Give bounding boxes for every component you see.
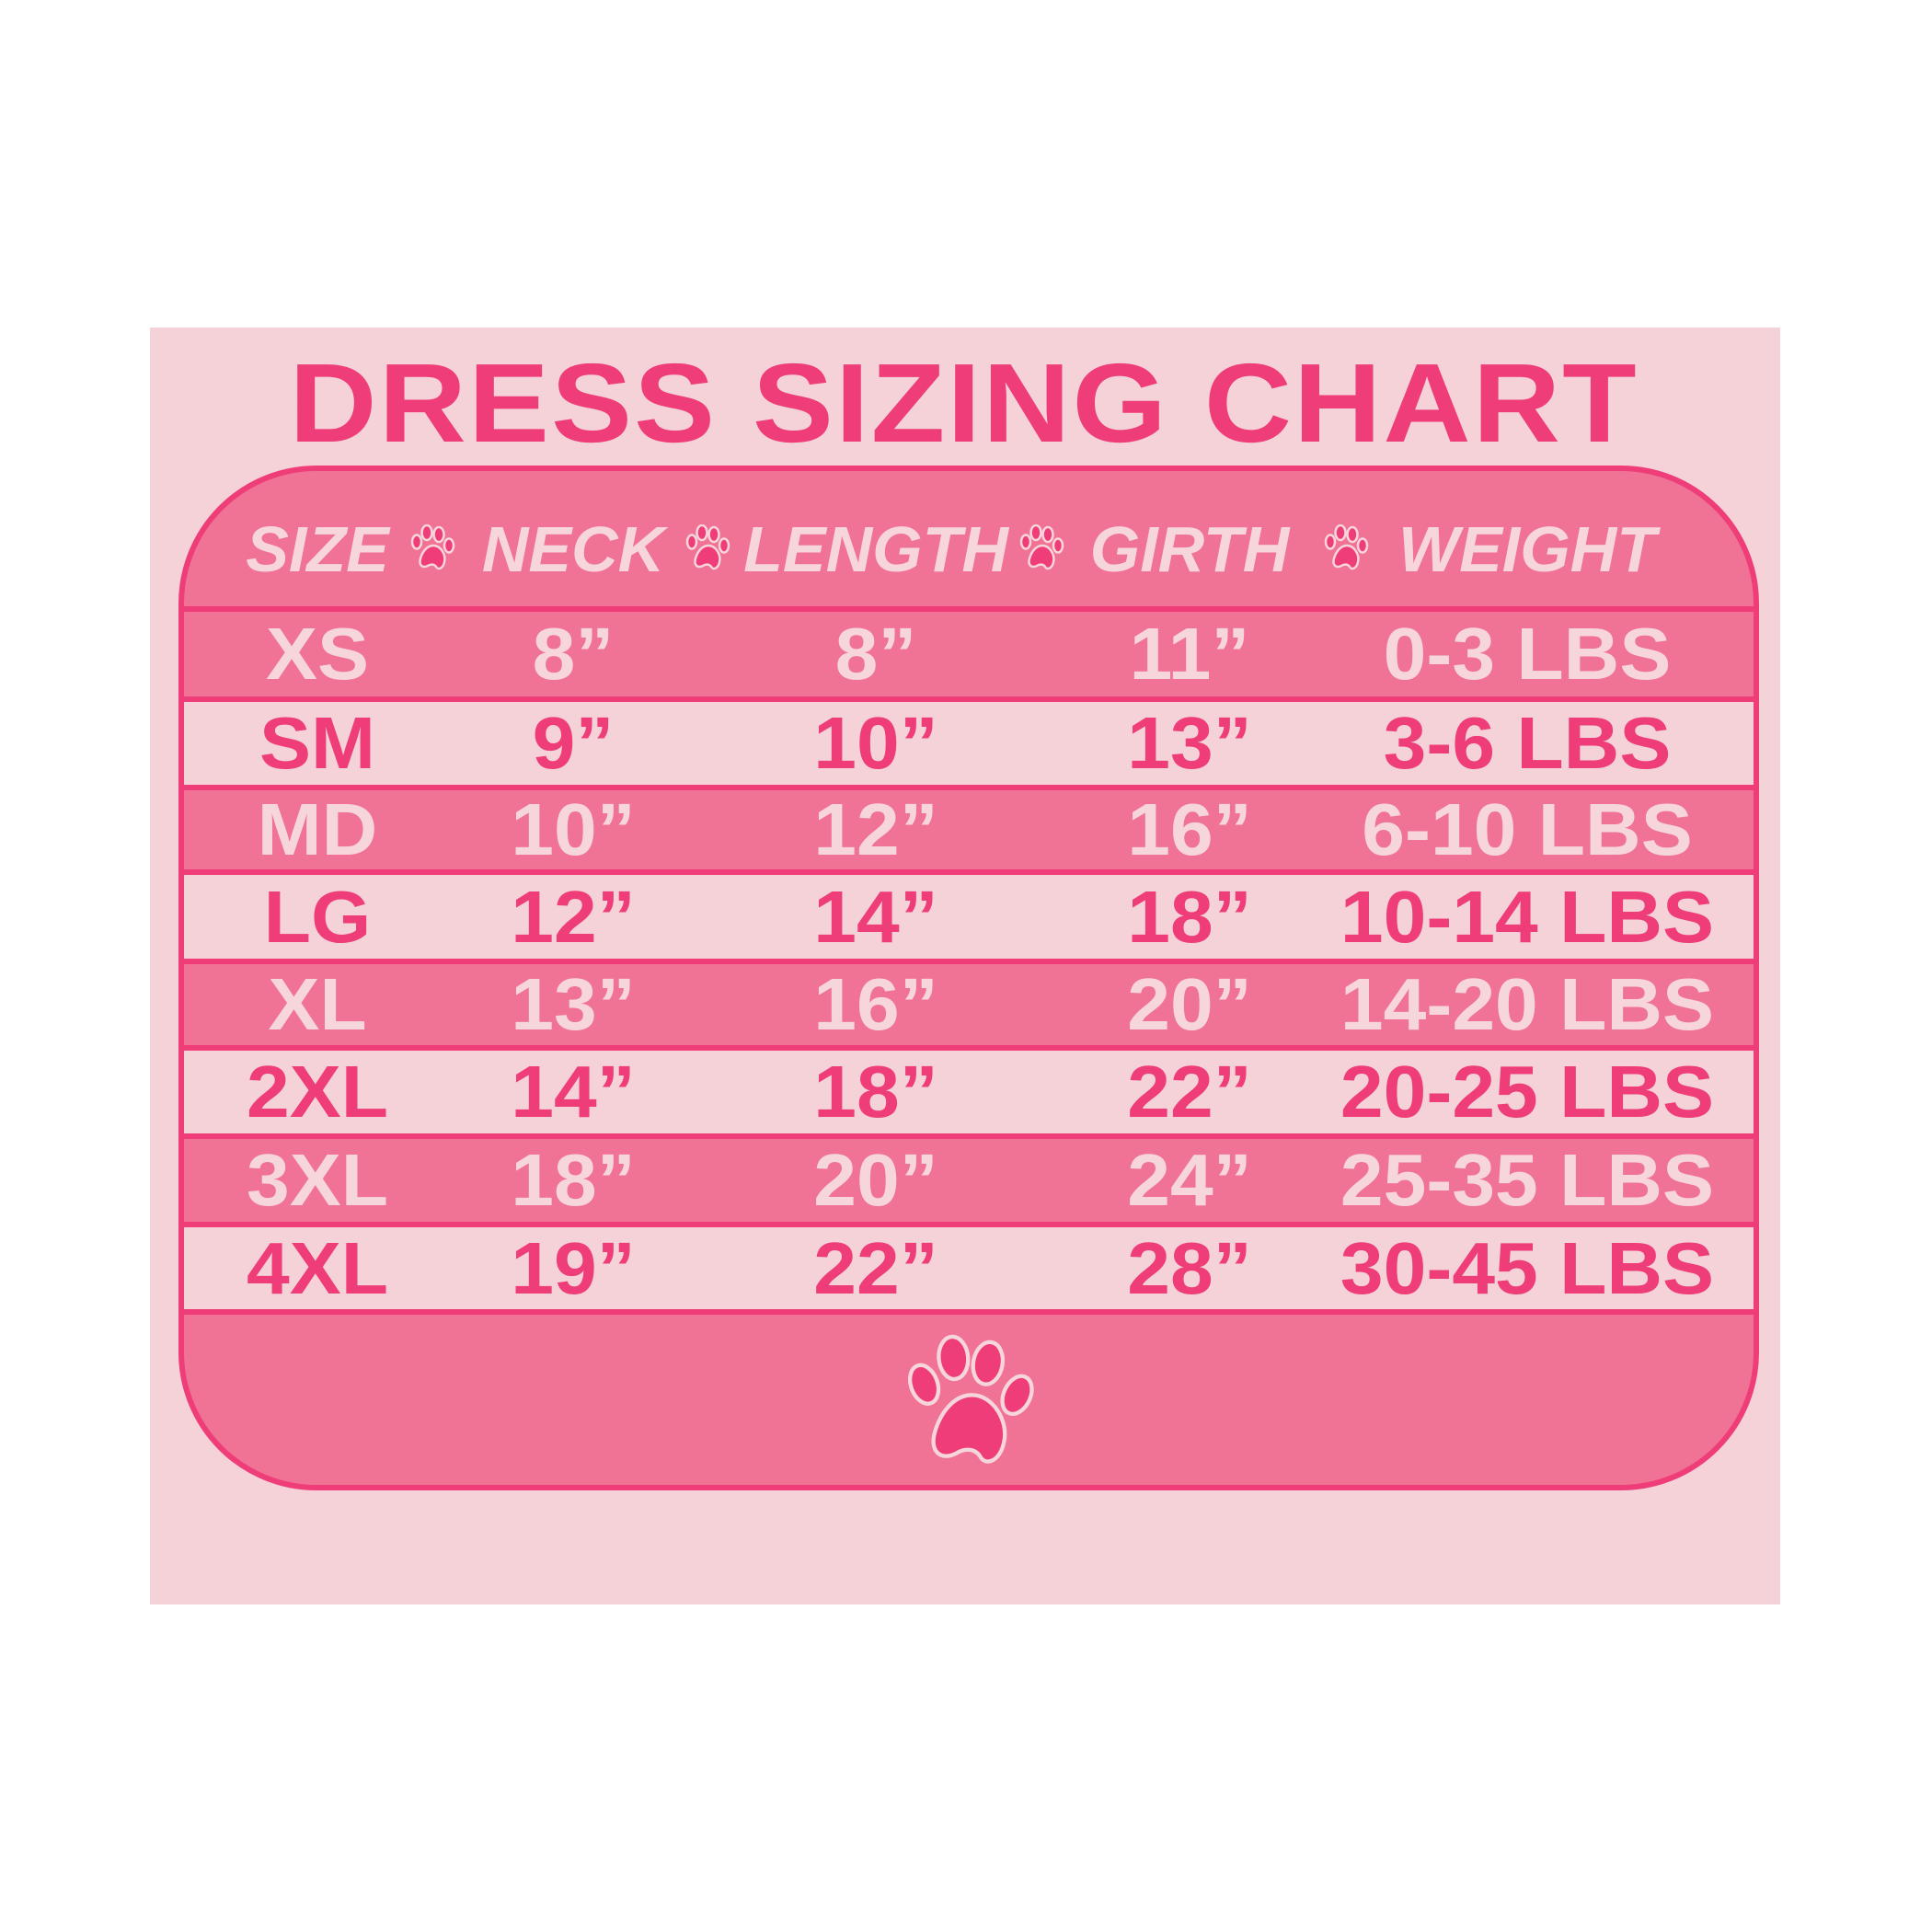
- table-row: XL 13” 16” 20” 14-20 LBS: [184, 959, 1754, 1045]
- cell-length: 16”: [813, 963, 938, 1045]
- cell-neck: 14”: [511, 1051, 636, 1133]
- cell-neck: 12”: [511, 875, 636, 958]
- cell-weight: 0-3 LBS: [1383, 613, 1672, 695]
- cell-girth: 22”: [1127, 1051, 1252, 1133]
- table-row: 3XL 18” 20” 24” 25-35 LBS: [184, 1133, 1754, 1222]
- cell-length: 18”: [813, 1051, 938, 1133]
- cell-length: 12”: [813, 788, 938, 870]
- cell-weight: 3-6 LBS: [1383, 702, 1672, 784]
- cell-neck: 10”: [511, 788, 636, 870]
- cell-length: 10”: [813, 702, 938, 784]
- cell-girth: 18”: [1127, 875, 1252, 958]
- cell-size: MD: [257, 788, 378, 870]
- cell-neck: 19”: [511, 1226, 636, 1309]
- paw-print-icon: [1019, 524, 1064, 570]
- column-header-girth: GIRTH: [1089, 513, 1290, 585]
- table-row: SM 9” 10” 13” 3-6 LBS: [184, 696, 1754, 785]
- cell-size: LG: [263, 875, 372, 958]
- cell-size: SM: [259, 702, 375, 784]
- cell-neck: 18”: [511, 1139, 636, 1221]
- cell-girth: 20”: [1127, 963, 1252, 1045]
- cell-neck: 9”: [532, 702, 615, 784]
- paw-print-icon: [410, 524, 455, 570]
- column-header-size: SIZE: [246, 513, 389, 585]
- cell-weight: 6-10 LBS: [1362, 788, 1693, 870]
- cell-size: XL: [268, 963, 367, 1045]
- paw-print-icon: [907, 1334, 1034, 1464]
- cell-girth: 16”: [1127, 788, 1252, 870]
- table-row: 2XL 14” 18” 22” 20-25 LBS: [184, 1045, 1754, 1133]
- cell-neck: 8”: [532, 613, 615, 695]
- cell-girth: 24”: [1127, 1139, 1252, 1221]
- column-header-neck: NECK: [481, 513, 665, 585]
- table-row: 4XL 19” 22” 28” 30-45 LBS: [184, 1222, 1754, 1309]
- paw-print-icon: [685, 524, 730, 570]
- cell-size: 2XL: [246, 1051, 389, 1133]
- cell-size: 3XL: [246, 1139, 389, 1221]
- column-header-weight: WEIGHT: [1398, 513, 1656, 585]
- table-row: MD 10” 12” 16” 6-10 LBS: [184, 785, 1754, 870]
- cell-weight: 14-20 LBS: [1340, 963, 1715, 1045]
- cell-weight: 20-25 LBS: [1340, 1051, 1715, 1133]
- cell-girth: 13”: [1127, 702, 1252, 784]
- cell-girth: 28”: [1127, 1226, 1252, 1309]
- chart-title: DRESS SIZING CHART: [289, 340, 1639, 466]
- cell-neck: 13”: [511, 963, 636, 1045]
- cell-length: 20”: [813, 1139, 938, 1221]
- column-header-length: LENGTH: [743, 513, 1008, 585]
- table-row: LG 12” 14” 18” 10-14 LBS: [184, 869, 1754, 959]
- paw-print-icon: [1324, 524, 1369, 570]
- cell-girth: 11”: [1129, 613, 1250, 695]
- table-bottom-divider: [184, 1309, 1754, 1315]
- cell-weight: 25-35 LBS: [1340, 1139, 1715, 1221]
- cell-length: 14”: [813, 875, 938, 958]
- cell-size: 4XL: [246, 1226, 389, 1309]
- cell-weight: 10-14 LBS: [1340, 875, 1715, 958]
- cell-length: 8”: [834, 613, 917, 695]
- cell-weight: 30-45 LBS: [1340, 1226, 1715, 1309]
- cell-length: 22”: [813, 1226, 938, 1309]
- table-row: XS 8” 8” 11” 0-3 LBS: [184, 606, 1754, 696]
- cell-size: XS: [265, 613, 370, 695]
